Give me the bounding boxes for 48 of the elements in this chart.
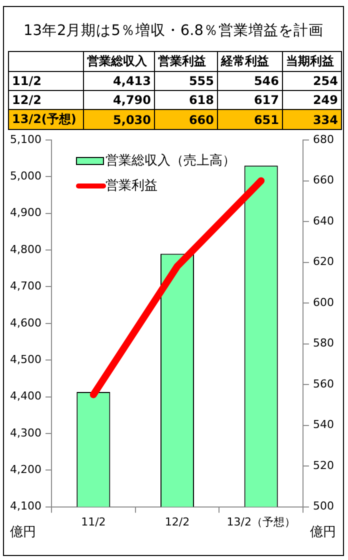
y2-tick-label: 680 xyxy=(313,132,334,146)
y2-tick-label: 660 xyxy=(313,174,334,187)
data-label: 546 xyxy=(218,72,282,90)
y2-tick-label: 500 xyxy=(313,500,334,513)
data-label: 660 xyxy=(154,110,218,130)
y2-tick-label: 580 xyxy=(313,336,334,350)
y2-tick-label: 620 xyxy=(313,255,334,268)
category-label: 13/2(予想) xyxy=(8,110,84,130)
y2-tick-label: 640 xyxy=(313,214,334,228)
y2-tick-label: 600 xyxy=(313,296,334,309)
x-tick-label: 12/2 xyxy=(164,515,190,528)
y-tick-label: 4,400 xyxy=(10,390,42,403)
y-tick-label: 4,100 xyxy=(10,500,42,513)
series-label: 当期利益 xyxy=(282,52,342,72)
category-label: 11/2 xyxy=(8,72,84,90)
y-tick-label: 4,500 xyxy=(10,352,42,366)
data-label: 555 xyxy=(154,72,218,90)
y-tick-label: 4,900 xyxy=(10,206,42,220)
data-label: 617 xyxy=(218,90,282,110)
y2-tick-label: 560 xyxy=(313,377,334,390)
data-label: 254 xyxy=(282,72,342,90)
y-tick-label: 4,700 xyxy=(10,280,42,293)
series-label: 営業総収入 xyxy=(84,52,154,72)
legend-label: 営業総収入（売上高） xyxy=(105,152,236,168)
legend-label: 営業利益 xyxy=(105,178,158,194)
y-tick-label: 5,000 xyxy=(10,170,42,183)
y2-axis-title: 億円 xyxy=(310,525,336,540)
x-tick-label: 11/2 xyxy=(81,515,106,528)
y-tick-label: 4,600 xyxy=(10,316,42,330)
y-tick-label: 5,100 xyxy=(10,132,42,146)
data-label: 334 xyxy=(282,110,342,130)
x-tick-label: 13/2（予想） xyxy=(226,515,296,528)
data-label: 249 xyxy=(282,90,342,110)
data-label: 618 xyxy=(154,90,218,110)
y-tick-label: 4,800 xyxy=(10,242,42,256)
y-axis-title: 億円 xyxy=(10,525,36,540)
data-label: 5,030 xyxy=(84,110,154,130)
y-tick-label: 4,200 xyxy=(10,462,42,476)
y2-tick-label: 540 xyxy=(313,418,334,432)
series-label: 営業利益 xyxy=(154,52,218,72)
y2-tick-label: 520 xyxy=(313,458,334,472)
category-label: 12/2 xyxy=(8,90,84,110)
data-label: 4,790 xyxy=(84,90,154,110)
data-label: 651 xyxy=(218,110,282,130)
data-label: 4,413 xyxy=(84,72,154,90)
text: 13年2月期は5％増収・6.8％営業増益を計画 xyxy=(22,22,324,40)
y-tick-label: 4,300 xyxy=(10,426,42,440)
legend-label: 経常利益 xyxy=(218,52,282,72)
